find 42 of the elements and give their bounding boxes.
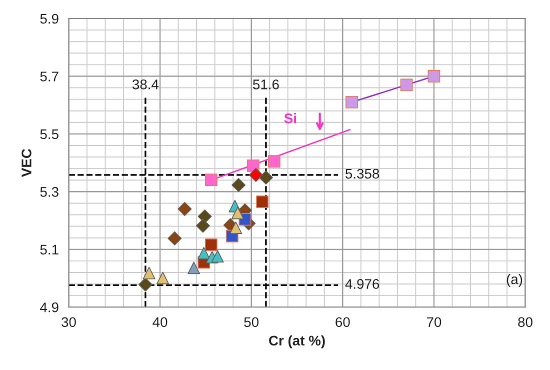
point [211,250,224,263]
x-tick-label: 70 [426,317,442,328]
y-tick-label: 4.9 [40,302,58,312]
x-tick-label: 30 [62,317,76,328]
point [188,262,200,274]
point [256,196,269,208]
point [142,266,156,280]
point [258,170,273,185]
annotation: Si [284,113,296,124]
point [248,168,263,182]
point [230,222,242,234]
ref-line-label: 38.4 [132,80,159,90]
point [346,96,358,108]
point [156,272,170,284]
x-axis-title: Cr (at %) [269,335,325,348]
ref-line-label: 51.6 [253,80,279,90]
y-tick-label: 5.1 [40,244,58,255]
point [268,155,280,168]
point [428,70,440,82]
ref-line-label: 4.976 [345,279,380,289]
point [246,159,260,172]
point [204,174,218,186]
y-tick-label: 5.9 [40,14,58,24]
point [400,78,413,92]
point [168,231,182,246]
point [198,246,210,260]
point [138,278,152,292]
x-tick-label: 50 [244,317,259,328]
y-tick-label: 5.5 [40,129,58,140]
y-tick-label: 5.3 [40,186,58,197]
ref-line-label: 5.358 [345,168,380,179]
point [204,238,218,251]
point [231,206,244,220]
x-tick-label: 40 [152,317,168,328]
annotation: (a) [506,274,522,287]
point [196,218,210,233]
y-axis-title: VEC [22,148,32,177]
x-tick-label: 80 [518,317,532,328]
y-tick-label: 5.7 [40,72,58,82]
x-tick-label: 60 [336,317,350,328]
point [178,202,192,216]
point [232,178,246,192]
